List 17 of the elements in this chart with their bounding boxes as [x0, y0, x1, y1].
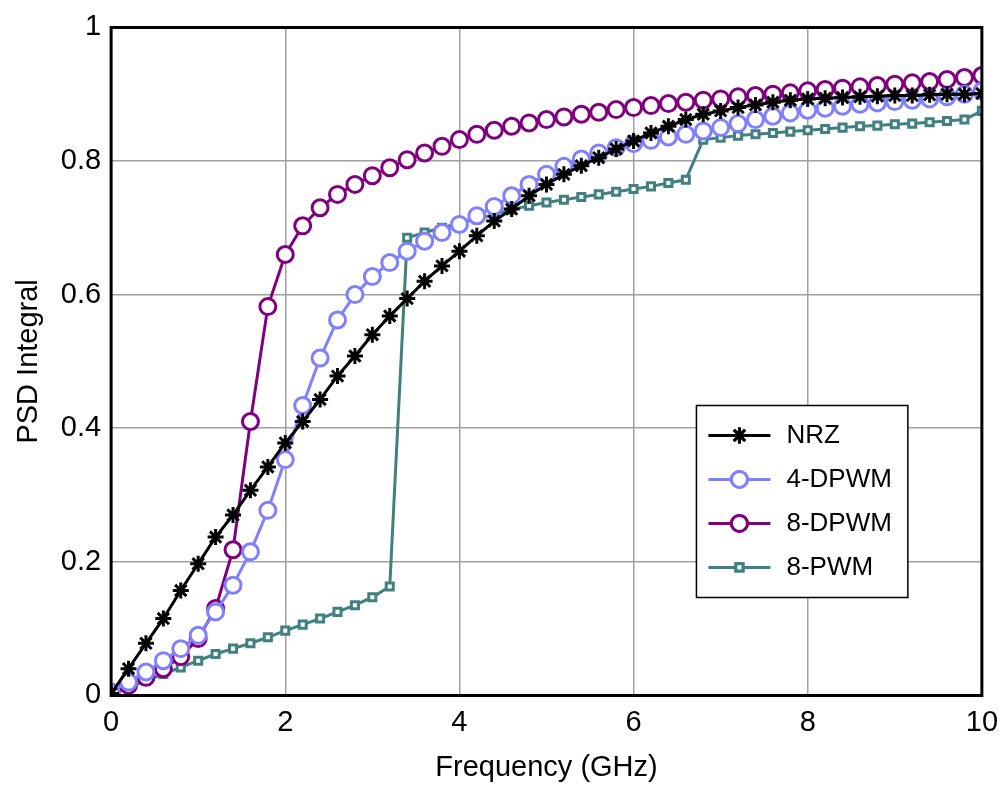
- y-tick-label: 0.8: [60, 143, 102, 175]
- y-tick-label: 0.4: [60, 410, 102, 443]
- legend-label: 4-DPWM: [786, 462, 892, 493]
- legend-label: 8-DPWM: [786, 506, 892, 537]
- x-tick-label: 10: [965, 704, 998, 737]
- y-tick-label: 0: [84, 677, 102, 710]
- x-axis-title: Frequency (GHz): [435, 749, 658, 782]
- y-axis-title: PSD Integral: [11, 279, 44, 444]
- x-tick-label: 8: [799, 704, 816, 737]
- x-tick-label: 4: [451, 704, 468, 737]
- y-tick-label: 0.6: [60, 276, 102, 309]
- legend-label: 8-PWM: [786, 550, 874, 581]
- x-tick-label: 2: [277, 704, 294, 737]
- y-tick-label: 1: [84, 9, 102, 42]
- x-tick-label: 6: [625, 704, 642, 737]
- legend-label: NRZ: [786, 418, 840, 449]
- y-tick-label: 0.2: [60, 543, 102, 576]
